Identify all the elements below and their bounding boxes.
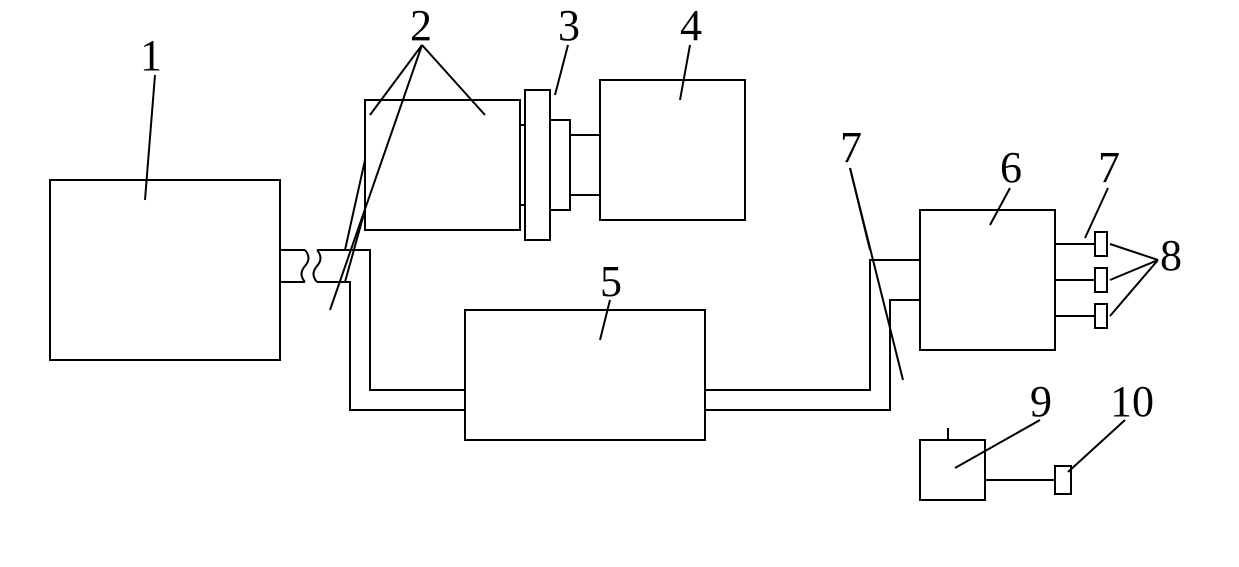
leader-ld2c [330,45,422,310]
block-3-outer [525,90,550,240]
block-5 [465,310,705,440]
label-1: 1 [140,31,162,80]
label-9: 9 [1030,377,1052,426]
leader-ld2a [370,45,422,115]
conn-5-6-top [705,260,920,390]
leader-ld8b [1110,260,1158,280]
block-3-inner [550,120,570,210]
leader-ld9 [955,420,1040,468]
leader-ld3 [555,45,568,95]
block-4 [600,80,745,220]
port-8-3 [1095,304,1107,328]
port-8-1 [1095,232,1107,256]
leader-ld6 [990,188,1010,225]
label-2: 2 [410,1,432,50]
label-3: 3 [558,1,580,50]
pipe-break-2 [314,250,321,282]
block-6 [920,210,1055,350]
leader-ld7b [1085,188,1108,238]
conn-1-2-bot [317,210,365,282]
block-2 [365,100,520,230]
port-8-2 [1095,268,1107,292]
pipe-break-1 [302,250,309,282]
leader-ld10 [1068,420,1125,472]
label-8: 8 [1160,231,1182,280]
block-1 [50,180,280,360]
leader-ld2b [422,45,485,115]
block-diagram: 123456778910 [0,0,1239,567]
label-10: 10 [1110,377,1154,426]
leader-ld1 [145,75,155,200]
label-4: 4 [680,1,702,50]
leader-ld5 [600,300,610,340]
label-7: 7 [840,123,862,172]
label-7: 7 [1098,143,1120,192]
label-5: 5 [600,257,622,306]
conn-1-5-top [317,250,465,390]
block-9 [920,440,985,500]
leader-ld4 [680,45,690,100]
leader-ld8c [1110,260,1158,316]
leader-ld7a2 [850,168,903,380]
leader-ld8a [1110,244,1158,260]
label-6: 6 [1000,143,1022,192]
